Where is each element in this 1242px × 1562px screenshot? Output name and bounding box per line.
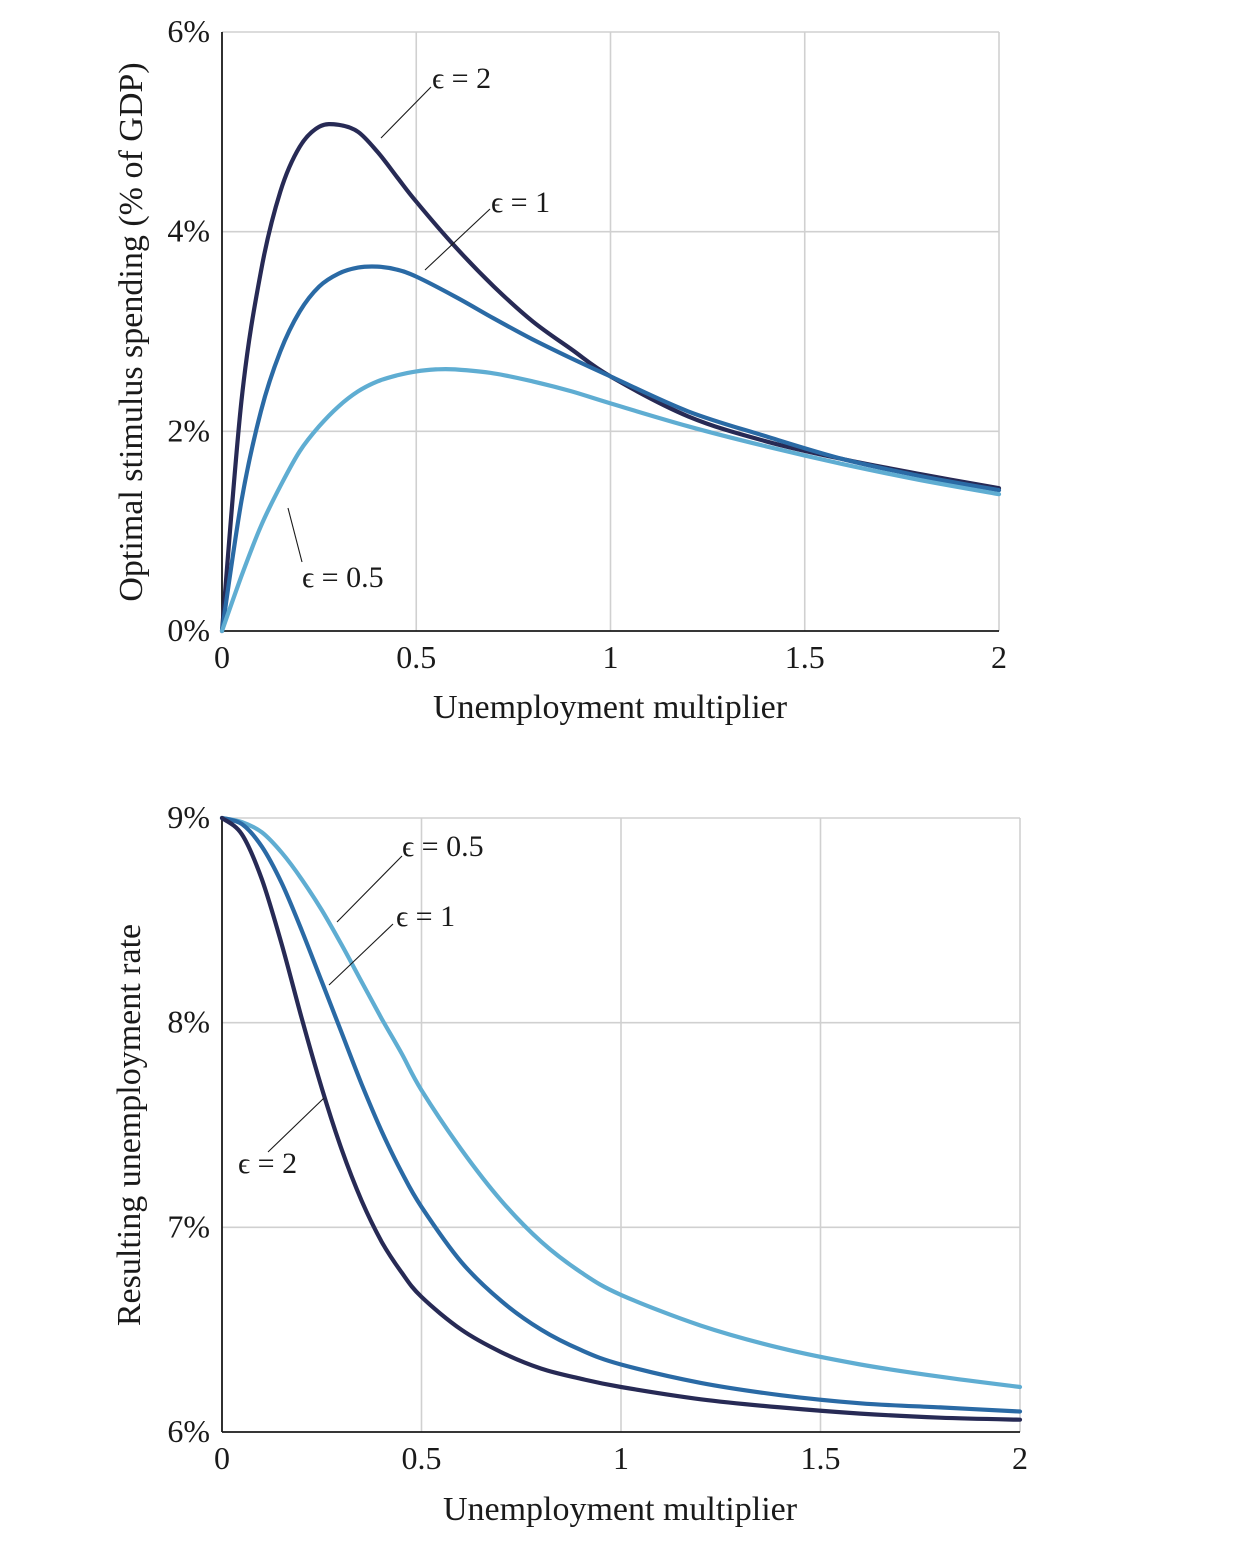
y-tick-label: 4% <box>167 213 210 249</box>
annotation-label: ϵ = 0.5 <box>402 830 484 863</box>
annotation-leader-line <box>380 86 432 139</box>
annotation-label: ϵ = 1 <box>396 900 455 933</box>
y-tick-label: 2% <box>167 412 210 448</box>
series-line-2 <box>219 815 1023 1422</box>
x-tick-label: 2 <box>1012 1440 1028 1476</box>
annotation-leader-line <box>424 208 491 271</box>
x-tick-label: 1 <box>613 1440 629 1476</box>
chart-stimulus-spending: 0 0.5 1 1.5 2 0% 2% 4% 6% ϵ = 2 ϵ = 1 ϵ = 0.5 Unem… <box>113 13 1007 726</box>
x-tick-label: 0.5 <box>402 1440 442 1476</box>
x-tick-label: 1.5 <box>801 1440 841 1476</box>
annotation-leader-line <box>267 1097 325 1153</box>
x-axis-label: Unemployment multiplier <box>433 689 788 726</box>
series-line-1 <box>219 264 1002 634</box>
y-tick-label: 8% <box>167 1004 210 1040</box>
x-tick-label: 0.5 <box>396 639 436 675</box>
annotation-label: ϵ = 1 <box>491 186 550 219</box>
series-line-1 <box>219 815 1023 1414</box>
annotation-label: ϵ = 0.5 <box>302 561 384 594</box>
x-tick-label: 2 <box>991 639 1007 675</box>
x-tick-label: 0 <box>214 1440 230 1476</box>
x-tick-label: 0 <box>214 639 230 675</box>
series-line-0-5 <box>219 366 1002 634</box>
y-tick-label: 9% <box>167 799 210 835</box>
x-axis-label: Unemployment multiplier <box>443 1491 798 1528</box>
x-tick-label: 1 <box>603 639 619 675</box>
annotation-label: ϵ = 2 <box>238 1147 297 1180</box>
y-tick-label: 0% <box>167 612 210 648</box>
annotation-leader-line <box>328 923 394 986</box>
x-tick-label: 1.5 <box>785 639 825 675</box>
y-tick-label: 6% <box>167 1413 210 1449</box>
series-line-2 <box>219 122 1002 634</box>
y-tick-label: 7% <box>167 1208 210 1244</box>
annotation-label: ϵ = 2 <box>432 62 491 95</box>
y-axis-label: Optimal stimulus spending (% of GDP) <box>113 62 150 601</box>
annotation-leader-line <box>336 855 403 923</box>
series-line-0-5 <box>219 815 1023 1390</box>
y-tick-label: 6% <box>167 13 210 49</box>
y-axis-label: Resulting unemployment rate <box>111 924 148 1326</box>
chart-unemployment-rate: 0 0.5 1 1.5 2 6% 7% 8% 9% ϵ = 0.5 ϵ = 1 ϵ = 2 Unem… <box>111 799 1028 1528</box>
annotation-leader-line <box>287 507 303 563</box>
